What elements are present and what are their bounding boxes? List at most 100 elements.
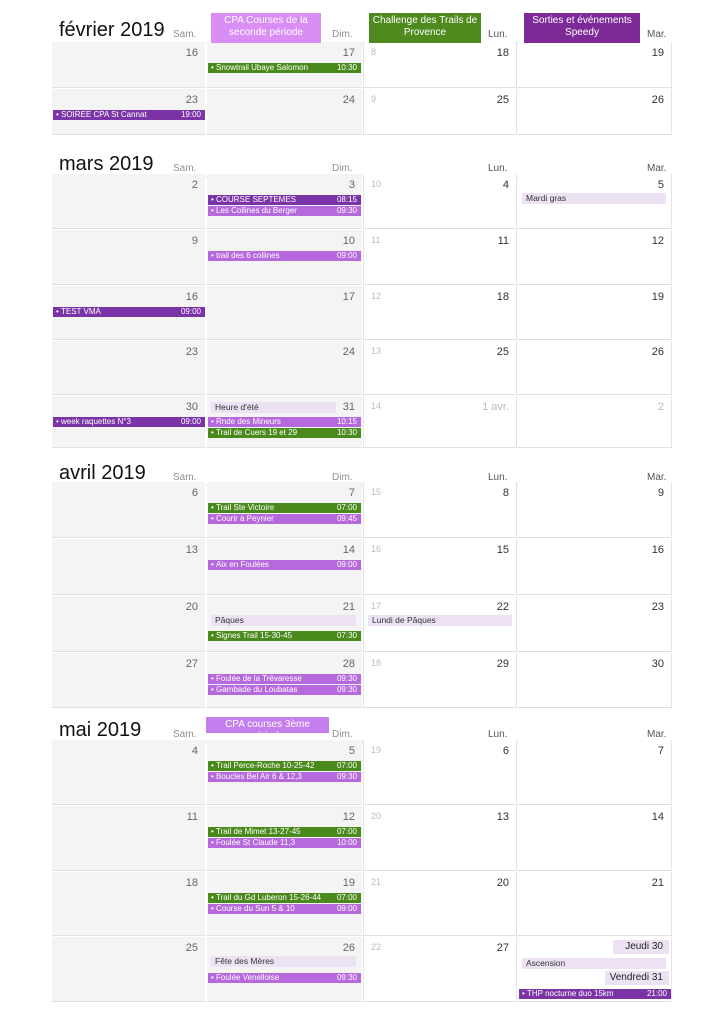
day-cell[interactable]: 16 [52, 42, 206, 88]
calendar-event[interactable]: Les Collines du Berger 09:30 [208, 206, 361, 216]
day-cell[interactable]: 12 [518, 230, 672, 285]
day-cell[interactable]: 23 SOIREE CPA St Cannat 19:00 [52, 89, 206, 135]
calendar-event[interactable]: Aix en Foulées 09:00 [208, 560, 361, 570]
day-cell[interactable]: 2 [518, 396, 672, 448]
day-cell[interactable]: 18 [52, 872, 206, 936]
calendar-event[interactable]: Foulée de la Trévaresse 09:30 [208, 674, 361, 684]
event-title: Aix en Foulées [216, 560, 269, 569]
day-cell[interactable]: 2 [52, 174, 206, 229]
day-cell[interactable]: 30 week raquettes N°3 09:00 [52, 396, 206, 448]
day-cell[interactable]: 25 9 [363, 89, 517, 135]
day-cell[interactable]: 11 11 [363, 230, 517, 285]
day-cell[interactable]: 23 [518, 596, 672, 652]
calendar-event[interactable]: TEST VMA 09:00 [53, 307, 205, 317]
day-cell[interactable]: 19 [518, 286, 672, 340]
calendar-event[interactable]: Signes Trail 15-30-45 07:30 [208, 631, 361, 641]
day-number: 8 [502, 487, 509, 499]
day-cell[interactable]: 18 12 [363, 286, 517, 340]
day-cell[interactable]: 26 [518, 89, 672, 135]
day-name-sun: Dim. [332, 29, 353, 40]
day-cell[interactable]: 6 19 [363, 740, 517, 805]
day-cell[interactable]: 16 [518, 539, 672, 595]
calendar-event[interactable]: COURSE SEPTEMES 08:15 [208, 195, 361, 205]
day-cell[interactable]: 9 [52, 230, 206, 285]
calendar-event[interactable]: Trail Perce-Roche 10-25-42 07:00 [208, 761, 361, 771]
calendar-event[interactable]: Trail de Mimet 13-27-45 07:00 [208, 827, 361, 837]
day-name-tue: Mar. [647, 29, 667, 40]
calendar-event[interactable]: THP nocturne duo 15km 21:00 [519, 989, 671, 999]
day-cell[interactable]: 15 16 [363, 539, 517, 595]
day-cell[interactable]: 31 Heure d'été Rnde des Mineurs 10:15 Trail … [207, 396, 362, 448]
day-cell[interactable]: 13 [52, 539, 206, 595]
day-cell[interactable]: 3 COURSE SEPTEMES 08:15 Les Collines du Ber… [207, 174, 362, 229]
calendar-event[interactable]: Course du Sun 5 & 10 09:00 [208, 904, 361, 914]
day-cell[interactable]: 7 Trail Ste Victoire 07:00 Courir à Peynier… [207, 482, 362, 538]
calendar-event[interactable]: trail des 6 collines 09:00 [208, 251, 361, 261]
day-name-tue: Mar. [647, 729, 667, 740]
calendar-event[interactable]: SOIREE CPA St Cannat 19:00 [53, 110, 205, 120]
calendar-event[interactable]: Snowtrail Ubaye Salomon 10:30 [208, 63, 361, 73]
day-number: 24 [342, 346, 355, 358]
day-cell[interactable]: 23 [52, 341, 206, 395]
day-number: 2 [191, 179, 198, 191]
day-cell[interactable]: 18 8 [363, 42, 517, 88]
day-cell[interactable]: 26 Fête des Mères Foulée Venelloise 09:30 [207, 937, 362, 1002]
day-cell[interactable]: 26 [518, 341, 672, 395]
day-cell[interactable]: Ascension THP nocturne duo 15km 21:00 Jeudi… [518, 937, 672, 1002]
calendar-event[interactable]: Trail Ste Victoire 07:00 [208, 503, 361, 513]
calendar-event[interactable]: Trail de Cuers 19 et 29 10:30 [208, 428, 361, 438]
day-cell[interactable]: 19 Trail du Gd Luberon 15-26-44 07:00 Cours… [207, 872, 362, 936]
event-time: 09:30 [336, 973, 357, 982]
day-cell[interactable]: 11 [52, 806, 206, 871]
calendar-event[interactable]: Trail du Gd Luberon 15-26-44 07:00 [208, 893, 361, 903]
day-cell[interactable]: 29 18 [363, 653, 517, 708]
day-cell[interactable]: 21 [518, 872, 672, 936]
event-title: Trail Ste Victoire [216, 503, 275, 512]
day-cell[interactable]: 17 Snowtrail Ubaye Salomon 10:30 [207, 42, 362, 88]
day-cell[interactable]: 27 [52, 653, 206, 708]
day-cell[interactable]: 4 [52, 740, 206, 805]
day-cell[interactable]: 16 TEST VMA 09:00 [52, 286, 206, 340]
day-cell[interactable]: 20 [52, 596, 206, 652]
week-number: 13 [371, 346, 382, 356]
day-cell[interactable]: 1 avr. 14 [363, 396, 517, 448]
day-cell[interactable]: 27 22 [363, 937, 517, 1002]
day-cell[interactable]: 6 [52, 482, 206, 538]
calendar-event[interactable]: week raquettes N°3 09:00 [53, 417, 205, 427]
week-row: 23 24 25 13 26 [52, 341, 672, 395]
day-cell[interactable]: 13 20 [363, 806, 517, 871]
day-cell[interactable]: 5 Trail Perce-Roche 10-25-42 07:00 Boucles … [207, 740, 362, 805]
day-cell[interactable]: 24 [207, 341, 362, 395]
week-row: 25 26 Fête des Mères Foulée Venelloise 09:30… [52, 937, 672, 1002]
day-cell[interactable]: 14 [518, 806, 672, 871]
day-cell[interactable]: 24 [207, 89, 362, 135]
day-name-sun: Dim. [332, 472, 353, 483]
day-cell[interactable]: 7 [518, 740, 672, 805]
week-number: 20 [371, 811, 382, 821]
day-number: 13 [185, 544, 198, 556]
calendar-event[interactable]: Foulée St Claude 11,3 10:00 [208, 838, 361, 848]
day-cell[interactable]: 22 17 Lundi de Pâques [363, 596, 517, 652]
day-cell[interactable]: 8 15 [363, 482, 517, 538]
calendar-event[interactable]: Foulée Venelloise 09:30 [208, 973, 361, 983]
day-label: Vendredi 31 [605, 971, 669, 985]
calendar-event[interactable]: Courir à Peynier 09:45 [208, 514, 361, 524]
calendar-legend-label: Sorties et événements Speedy [524, 13, 640, 43]
calendar-event[interactable]: Boucles Bel Air 6 & 12,3 09:30 [208, 772, 361, 782]
day-cell[interactable]: 21 Pâques Signes Trail 15-30-45 07:30 [207, 596, 362, 652]
day-cell[interactable]: 10 trail des 6 collines 09:00 [207, 230, 362, 285]
calendar-event[interactable]: Gambade du Loubatas 09:30 [208, 685, 361, 695]
day-cell[interactable]: 17 [207, 286, 362, 340]
day-cell[interactable]: 20 21 [363, 872, 517, 936]
day-cell[interactable]: 30 [518, 653, 672, 708]
day-cell[interactable]: 4 10 [363, 174, 517, 229]
day-cell[interactable]: 25 [52, 937, 206, 1002]
day-cell[interactable]: 14 Aix en Foulées 09:00 [207, 539, 362, 595]
day-cell[interactable]: 25 13 [363, 341, 517, 395]
day-cell[interactable]: 9 [518, 482, 672, 538]
day-cell[interactable]: 12 Trail de Mimet 13-27-45 07:00 Foulée St … [207, 806, 362, 871]
calendar-event[interactable]: Rnde des Mineurs 10:15 [208, 417, 361, 427]
day-cell[interactable]: 19 [518, 42, 672, 88]
day-cell[interactable]: 5 Mardi gras [518, 174, 672, 229]
